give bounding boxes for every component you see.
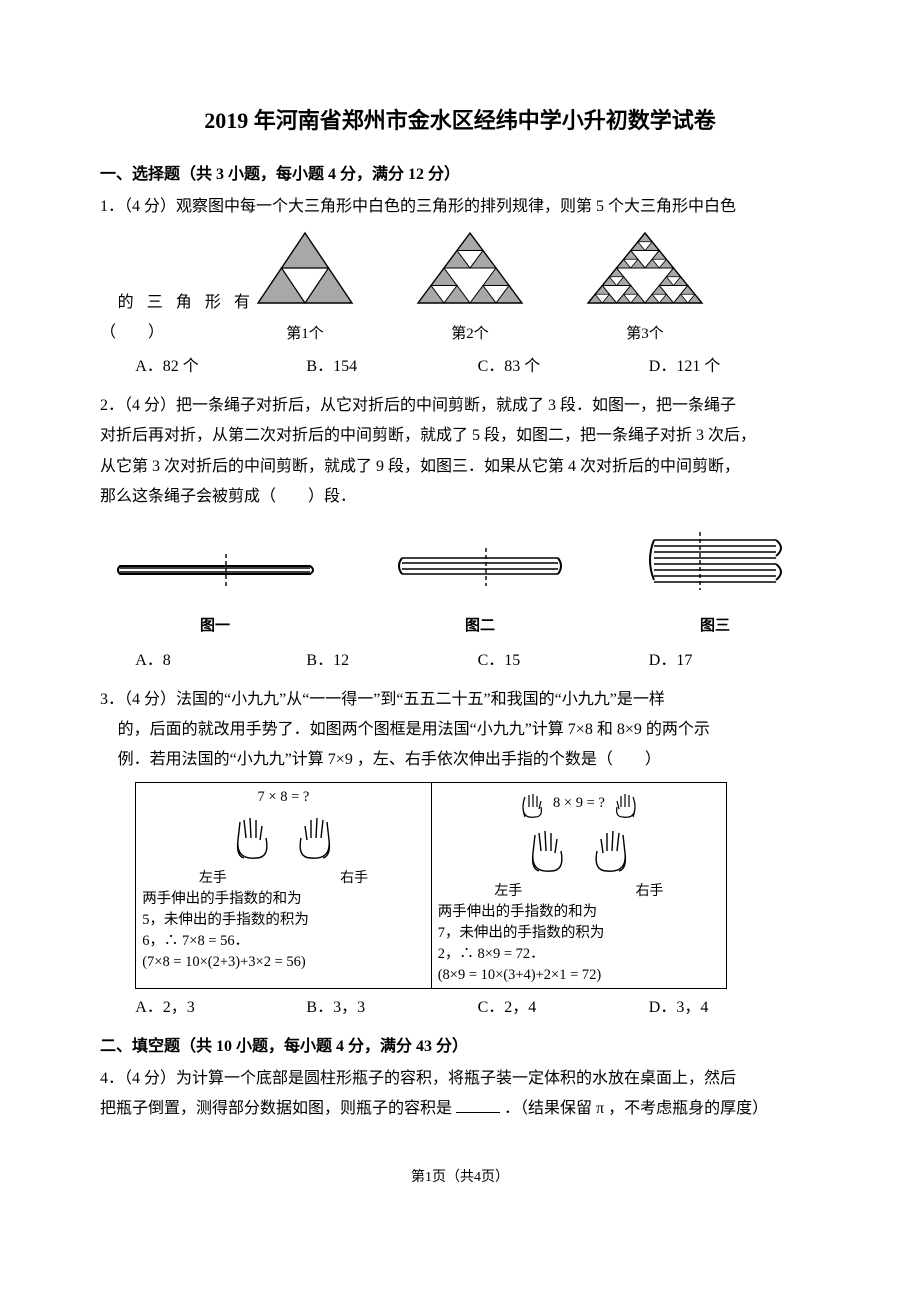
q1-options: A．82 个 B．154 C．83 个 D．121 个 <box>100 352 820 382</box>
q2-fig3-cap: 图三 <box>640 612 790 641</box>
q2-opt-a[interactable]: A．8 <box>135 646 306 676</box>
q2-line3: 从它第 3 次对折后的中间剪断，就成了 9 段，如图三．如果从它第 4 次对折后… <box>100 452 820 482</box>
q2-fig2-cap: 图二 <box>390 612 570 641</box>
q1-stem-line1: 1．（4 分）观察图中每一个大三角形中白色的三角形的排列规律，则第 5 个大三角… <box>100 192 820 222</box>
q3-left-t4: (7×8 = 10×(2+3)+3×2 = 56) <box>142 952 425 973</box>
q3-box-right: 8 × 9 = ? 左手 右手 两手伸出的手指数的和为 7，未伸出的手指数的积为… <box>432 783 727 988</box>
q3-options: A．2，3 B．3，3 C．2，4 D．3，4 <box>100 993 820 1023</box>
q1-opt-c[interactable]: C．83 个 <box>478 352 649 382</box>
section1-heading: 一、选择题（共 3 小题，每小题 4 分，满分 12 分） <box>100 160 820 190</box>
q1-fig2-cap: 第2个 <box>410 320 530 349</box>
q2-line2: 对折后再对折，从第二次对折后的中间剪断，就成了 5 段，如图二，把一条绳子对折 … <box>100 421 820 451</box>
q2-fig1: 图一 <box>110 548 320 640</box>
q2-opt-c[interactable]: C．15 <box>478 646 649 676</box>
page-title: 2019 年河南省郑州市金水区经纬中学小升初数学试卷 <box>100 100 820 142</box>
q4-line2: 把瓶子倒置，测得部分数据如图，则瓶子的容积是 <box>100 1100 452 1117</box>
q4-line2-wrap: 把瓶子倒置，测得部分数据如图，则瓶子的容积是 ．（结果保留 π ，不考虑瓶身的厚… <box>100 1094 820 1124</box>
q3-figure-box: 7 × 8 = ? 左手 右手 两手伸出的手指数的和为 5，未伸出的手指数的积为… <box>135 782 727 989</box>
q4-line1: 4．（4 分）为计算一个底部是圆柱形瓶子的容积，将瓶子装一定体积的水放在桌面上，… <box>100 1064 820 1094</box>
q4-blank[interactable] <box>456 1096 500 1113</box>
page-footer: 第1页（共4页） <box>100 1165 820 1192</box>
q3-line1: 3．（4 分）法国的“小九九”从“一一得一”到“五五二十五”和我国的“小九九”是… <box>100 685 820 715</box>
hand-icon <box>609 787 643 821</box>
q3-right-t4: (8×9 = 10×(3+4)+2×1 = 72) <box>438 965 721 986</box>
q2-opt-b[interactable]: B．12 <box>306 646 477 676</box>
q3-opt-d[interactable]: D．3，4 <box>649 993 820 1023</box>
q1-figure-row: 的三角形有（ ） 第1个 第2个 <box>100 229 820 349</box>
q3-left-t2: 5，未伸出的手指数的积为 <box>142 910 425 931</box>
q3-left-t1: 两手伸出的手指数的和为 <box>142 889 425 910</box>
q3-right-handr: 右手 <box>636 882 664 902</box>
q1-opt-b[interactable]: B．154 <box>306 352 477 382</box>
q3-opt-b[interactable]: B．3，3 <box>306 993 477 1023</box>
q3-right-t2: 7，未伸出的手指数的积为 <box>438 923 721 944</box>
q3-right-eq: 8 × 9 = ? <box>553 793 605 814</box>
q2-line1: 2．（4 分）把一条绳子对折后，从它对折后的中间剪断，就成了 3 段．如图一，把… <box>100 391 820 421</box>
q2-line4: 那么这条绳子会被剪成（ ）段． <box>100 482 820 512</box>
q3-right-handl: 左手 <box>494 882 522 902</box>
q1-fig1: 第1个 <box>250 229 360 349</box>
q1-opt-a[interactable]: A．82 个 <box>135 352 306 382</box>
q1-fig1-cap: 第1个 <box>250 320 360 349</box>
q4-tail: ．（结果保留 π ，不考虑瓶身的厚度） <box>504 1100 768 1117</box>
q3-left-eq: 7 × 8 = ? <box>142 787 425 808</box>
q1-fig2: 第2个 <box>410 229 530 349</box>
q2-figure-row: 图一 图二 <box>100 530 820 640</box>
q2-fig2: 图二 <box>390 544 570 640</box>
q3-opt-c[interactable]: C．2，4 <box>478 993 649 1023</box>
q2-fig3: 图三 <box>640 530 790 640</box>
q3-line3: 例．若用法国的“小九九”计算 7×9 ，左、右手依次伸出手指的个数是（ ） <box>100 745 820 775</box>
q3-box-left: 7 × 8 = ? 左手 右手 两手伸出的手指数的和为 5，未伸出的手指数的积为… <box>136 783 432 988</box>
q1-fig3-cap: 第3个 <box>580 320 710 349</box>
q3-line2: 的，后面的就改用手势了．如图两个图框是用法国“小九九”计算 7×8 和 8×9 … <box>100 715 820 745</box>
q2-options: A．8 B．12 C．15 D．17 <box>100 646 820 676</box>
section2-heading: 二、填空题（共 10 小题，每小题 4 分，满分 43 分） <box>100 1032 820 1062</box>
q3-right-t1: 两手伸出的手指数的和为 <box>438 902 721 923</box>
q3-right-t3: 2，∴ 8×9 = 72． <box>438 944 721 965</box>
q3-left-handl: 左手 <box>199 869 227 889</box>
q3-right-hands <box>438 821 721 882</box>
q3-left-t3: 6，∴ 7×8 = 56． <box>142 931 425 952</box>
q1-stem-line2: 的三角形有（ ） <box>100 288 250 349</box>
q2-fig1-cap: 图一 <box>110 612 320 641</box>
q3-left-handr: 右手 <box>340 869 368 889</box>
q1-opt-d[interactable]: D．121 个 <box>649 352 820 382</box>
q3-opt-a[interactable]: A．2，3 <box>135 993 306 1023</box>
q2-opt-d[interactable]: D．17 <box>649 646 820 676</box>
q1-fig3: 第3个 <box>580 229 710 349</box>
q3-left-hands <box>142 808 425 869</box>
hand-icon <box>515 787 549 821</box>
